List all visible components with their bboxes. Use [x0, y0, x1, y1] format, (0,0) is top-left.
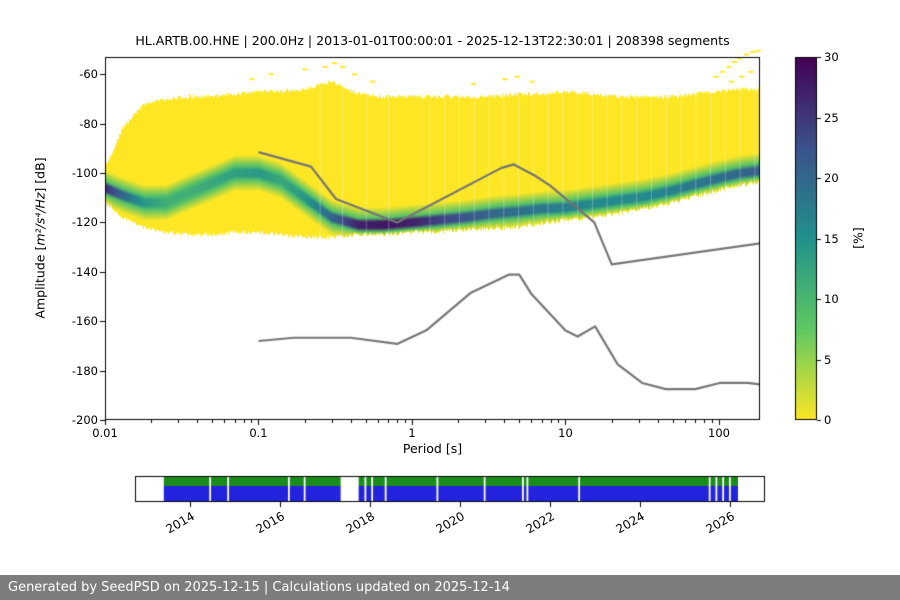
y-axis-label-units: m²/s⁴/Hz	[32, 192, 48, 246]
colorbar-tick-label: 25	[824, 110, 839, 125]
y-tick-label: -80	[79, 116, 98, 131]
ppsd-plot-canvas	[0, 0, 900, 575]
x-tick-label: 0.1	[249, 426, 268, 440]
y-tick-label: -120	[71, 215, 98, 230]
y-tick-label: -180	[71, 363, 98, 378]
colorbar-tick-label: 5	[824, 352, 832, 367]
x-tick-label: 0.01	[92, 426, 118, 440]
y-tick-label: -140	[71, 264, 98, 279]
y-tick-label: -200	[71, 413, 98, 427]
colorbar-tick-label: 15	[824, 231, 839, 246]
y-tick-label: -60	[79, 67, 98, 82]
colorbar-tick-label: 10	[824, 292, 839, 306]
colorbar-tick-label: 20	[824, 171, 839, 185]
footer-text: Generated by SeedPSD on 2025-12-15 | Cal…	[8, 580, 510, 595]
y-axis-label-suffix: ] [dB]	[32, 157, 48, 193]
footer-bar: Generated by SeedPSD on 2025-12-15 | Cal…	[0, 575, 900, 600]
plot-title: HL.ARTB.00.HNE | 200.0Hz | 2013-01-01T00…	[135, 33, 730, 48]
x-tick-label: 1	[408, 426, 416, 440]
x-tick-label: 10	[558, 426, 573, 440]
x-tick-label: 100	[708, 426, 730, 440]
colorbar-tick-label: 0	[824, 413, 832, 427]
y-axis-label-prefix: Amplitude [	[32, 245, 48, 319]
y-axis-label: Amplitude [m²/s⁴/Hz] [dB]	[33, 157, 48, 318]
colorbar-tick-label: 30	[824, 50, 839, 64]
x-axis-label: Period [s]	[402, 441, 463, 456]
y-tick-label: -160	[71, 314, 98, 329]
y-tick-label: -100	[71, 166, 98, 181]
